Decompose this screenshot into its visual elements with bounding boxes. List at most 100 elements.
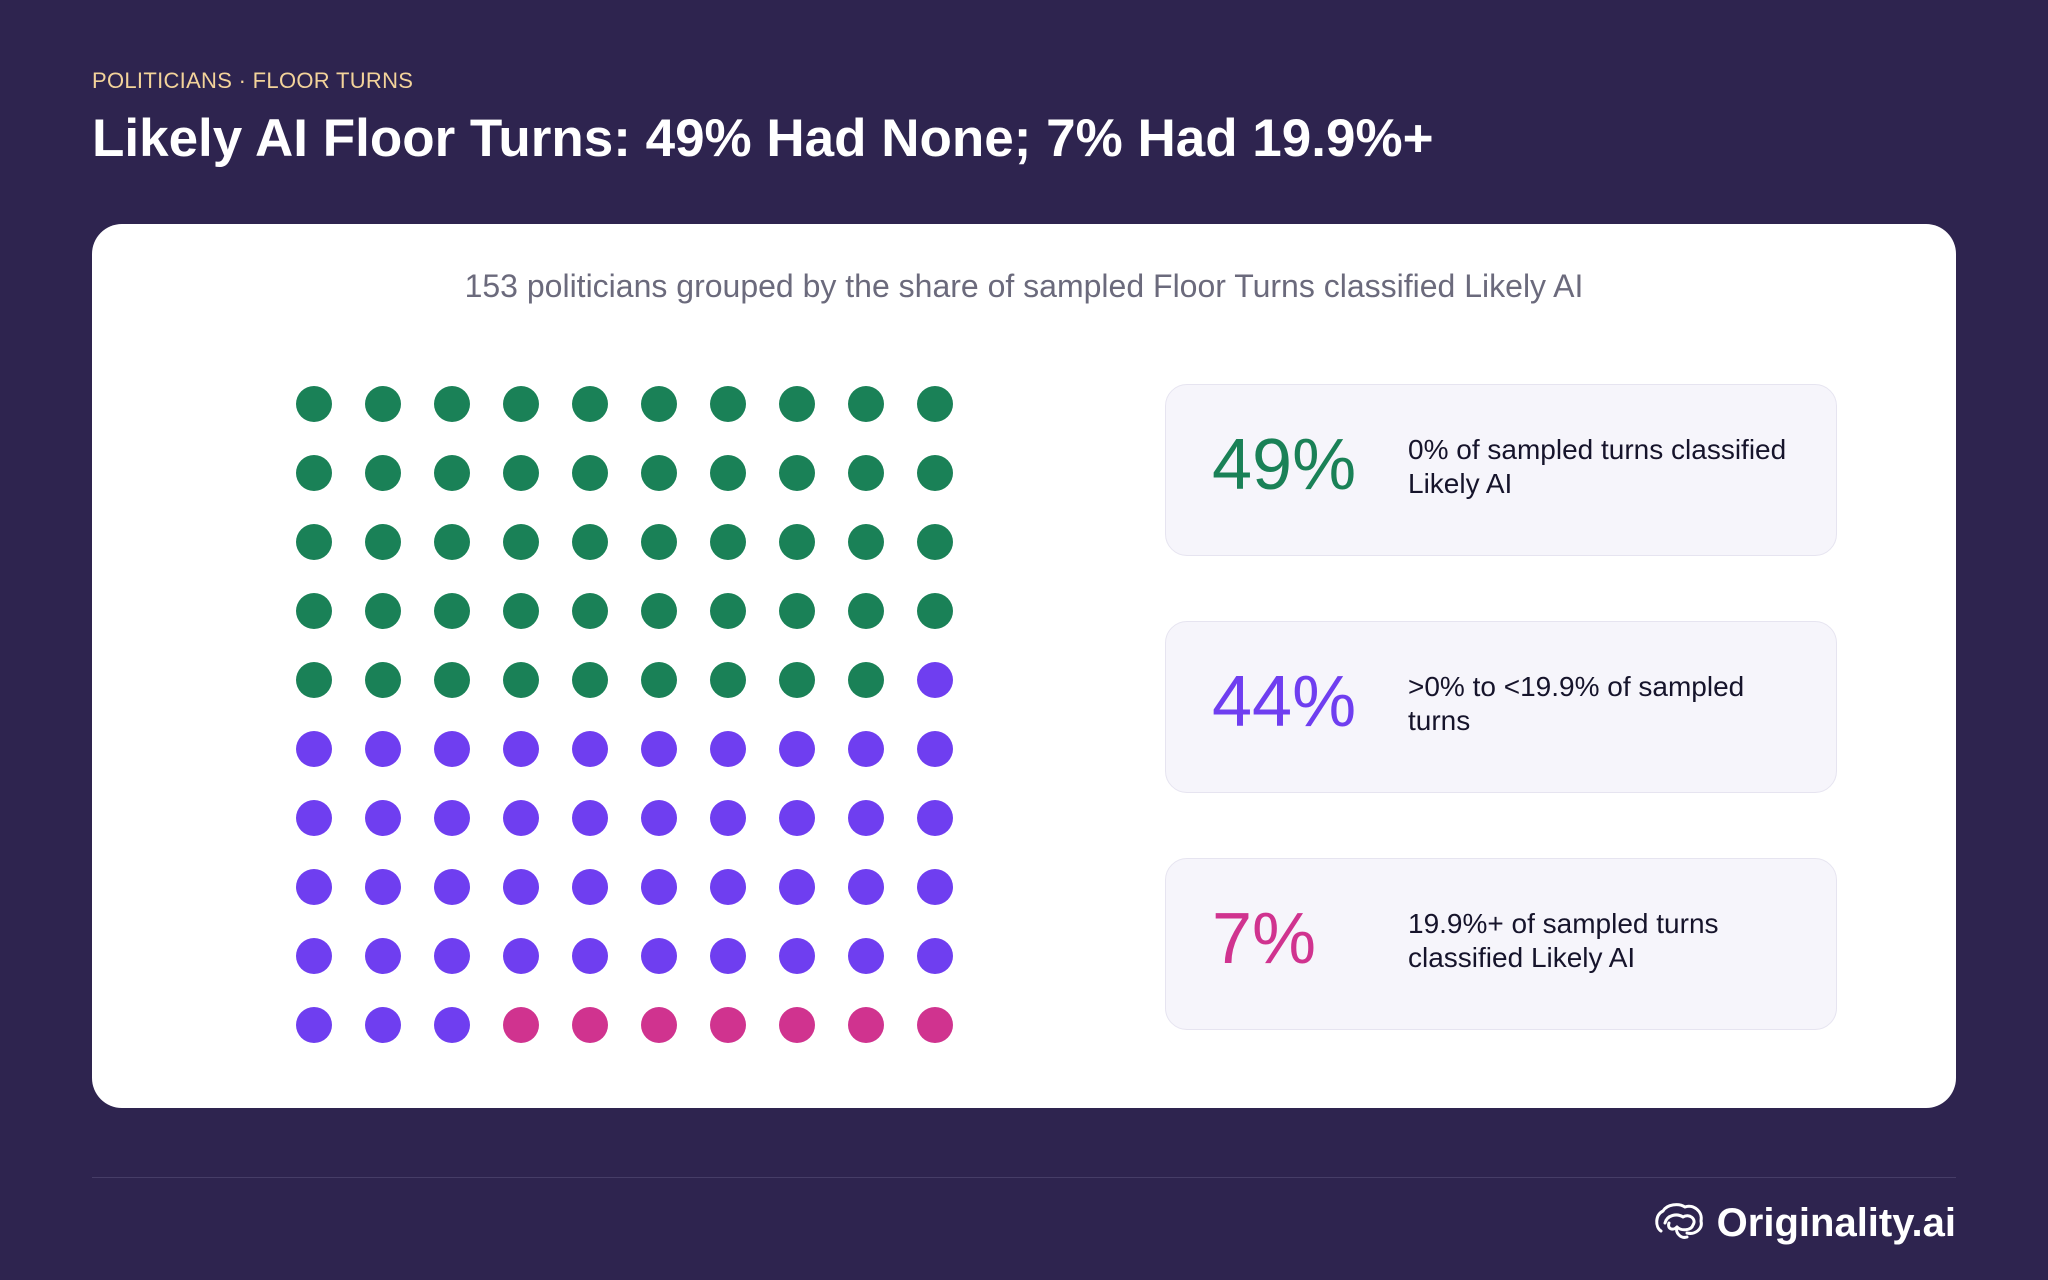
waffle-dot [503,455,539,491]
waffle-dot [572,455,608,491]
waffle-dot [710,800,746,836]
waffle-dot [572,1007,608,1043]
waffle-dot [434,869,470,905]
waffle-dot [296,938,332,974]
waffle-dot [710,731,746,767]
stat-box-high: 7% 19.9%+ of sampled turns classified Li… [1165,858,1837,1030]
waffle-dot [917,938,953,974]
waffle-dot [365,1007,401,1043]
waffle-dot [503,593,539,629]
waffle-dot [434,524,470,560]
waffle-dot [296,869,332,905]
waffle-dot [572,800,608,836]
waffle-dot [779,1007,815,1043]
waffle-dot [848,731,884,767]
waffle-dot [710,455,746,491]
waffle-dot [779,938,815,974]
waffle-dot [365,800,401,836]
waffle-dot [572,524,608,560]
waffle-dot [848,1007,884,1043]
waffle-dot [848,800,884,836]
waffle-dot [848,593,884,629]
waffle-dot [365,593,401,629]
stat-percent-high: 7% [1212,899,1317,979]
stat-desc-none: 0% of sampled turns classified Likely AI [1408,434,1787,499]
waffle-dot [503,731,539,767]
waffle-dot [848,662,884,698]
waffle-dot [503,662,539,698]
brain-icon [1653,1201,1705,1246]
waffle-dot [848,455,884,491]
waffle-dot [296,455,332,491]
waffle-dot [572,938,608,974]
stat-desc-high: 19.9%+ of sampled turns classified Likel… [1408,908,1719,973]
waffle-dot [572,593,608,629]
waffle-dot [641,938,677,974]
waffle-dot [434,731,470,767]
footer-divider [92,1177,1956,1178]
brand-logo: Originality.ai [1653,1201,1956,1246]
waffle-dot [848,938,884,974]
waffle-dot [641,524,677,560]
waffle-dot [434,938,470,974]
waffle-dot [779,800,815,836]
waffle-dot [710,386,746,422]
waffle-dot [365,455,401,491]
waffle-dot [848,524,884,560]
waffle-dot [917,524,953,560]
waffle-dot [365,662,401,698]
waffle-dot [917,386,953,422]
waffle-dot [572,869,608,905]
eyebrow: POLITICIANS · FLOOR TURNS [92,68,414,93]
waffle-dot [917,869,953,905]
waffle-dot [572,731,608,767]
waffle-dot [848,386,884,422]
waffle-dot [917,731,953,767]
waffle-dot [641,1007,677,1043]
waffle-dot [434,662,470,698]
waffle-dot [296,593,332,629]
waffle-dot [917,593,953,629]
stat-percent-some: 44% [1212,662,1357,742]
waffle-dot [434,1007,470,1043]
waffle-dot [710,662,746,698]
waffle-dot [434,593,470,629]
waffle-dot [641,731,677,767]
waffle-dot [434,386,470,422]
waffle-dot [572,386,608,422]
waffle-dot [365,869,401,905]
waffle-dot [503,869,539,905]
waffle-dot [917,800,953,836]
waffle-dot [641,593,677,629]
waffle-dot [710,593,746,629]
waffle-dot [917,1007,953,1043]
waffle-chart [296,386,953,1043]
stat-box-some: 44% >0% to <19.9% of sampled turns [1165,621,1837,793]
stat-percent-none: 49% [1212,425,1357,505]
stat-box-none: 49% 0% of sampled turns classified Likel… [1165,384,1837,556]
waffle-dot [503,1007,539,1043]
waffle-dot [503,938,539,974]
waffle-dot [641,800,677,836]
waffle-dot [710,869,746,905]
waffle-dot [779,662,815,698]
waffle-dot [365,386,401,422]
waffle-dot [917,662,953,698]
waffle-dot [296,800,332,836]
waffle-dot [296,386,332,422]
waffle-dot [572,662,608,698]
waffle-dot [710,524,746,560]
waffle-dot [641,869,677,905]
brand-name: Originality.ai [1716,1201,1956,1245]
waffle-dot [296,524,332,560]
waffle-dot [779,524,815,560]
waffle-dot [503,386,539,422]
waffle-dot [296,662,332,698]
waffle-dot [434,800,470,836]
waffle-dot [434,455,470,491]
waffle-dot [779,731,815,767]
waffle-dot [296,731,332,767]
page-title: Likely AI Floor Turns: 49% Had None; 7% … [92,109,1434,168]
waffle-dot [779,386,815,422]
waffle-dot [503,524,539,560]
